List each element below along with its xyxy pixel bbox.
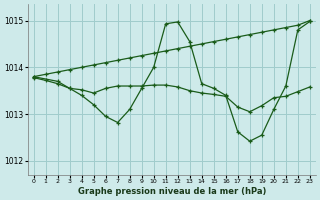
X-axis label: Graphe pression niveau de la mer (hPa): Graphe pression niveau de la mer (hPa) [77, 187, 266, 196]
